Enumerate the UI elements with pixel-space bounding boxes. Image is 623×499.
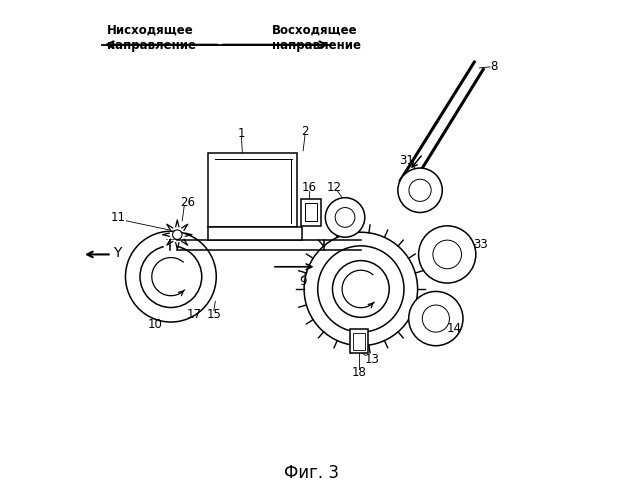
Text: 10: 10 — [148, 318, 163, 331]
Text: 16: 16 — [302, 181, 316, 194]
Bar — [353, 333, 365, 350]
Text: 33: 33 — [473, 238, 488, 251]
Text: 8: 8 — [490, 60, 498, 73]
Polygon shape — [164, 240, 175, 250]
Circle shape — [304, 232, 417, 346]
Bar — [350, 329, 368, 353]
Text: 18: 18 — [351, 366, 366, 379]
Text: 9: 9 — [299, 275, 307, 288]
Text: 26: 26 — [179, 196, 194, 209]
Text: 11: 11 — [110, 211, 126, 224]
Text: Фиг. 3: Фиг. 3 — [284, 464, 339, 482]
Circle shape — [125, 231, 216, 322]
Circle shape — [419, 226, 476, 283]
Circle shape — [325, 198, 365, 237]
Text: 14: 14 — [447, 322, 462, 335]
Bar — [301, 199, 321, 226]
Text: Y: Y — [113, 247, 121, 260]
Text: 15: 15 — [206, 308, 221, 321]
Circle shape — [173, 230, 182, 240]
Circle shape — [398, 168, 442, 213]
Bar — [208, 153, 297, 228]
Text: 17: 17 — [186, 308, 202, 321]
Text: Нисходящее
направление: Нисходящее направление — [107, 23, 196, 51]
Text: Восходящее
направление: Восходящее направление — [272, 23, 361, 51]
Text: 12: 12 — [326, 181, 341, 194]
Circle shape — [409, 291, 463, 346]
Text: 2: 2 — [302, 125, 309, 138]
Text: 31: 31 — [399, 154, 414, 167]
Text: 13: 13 — [364, 353, 379, 366]
Bar — [305, 203, 317, 221]
Bar — [208, 228, 302, 240]
Text: 1: 1 — [238, 127, 245, 140]
